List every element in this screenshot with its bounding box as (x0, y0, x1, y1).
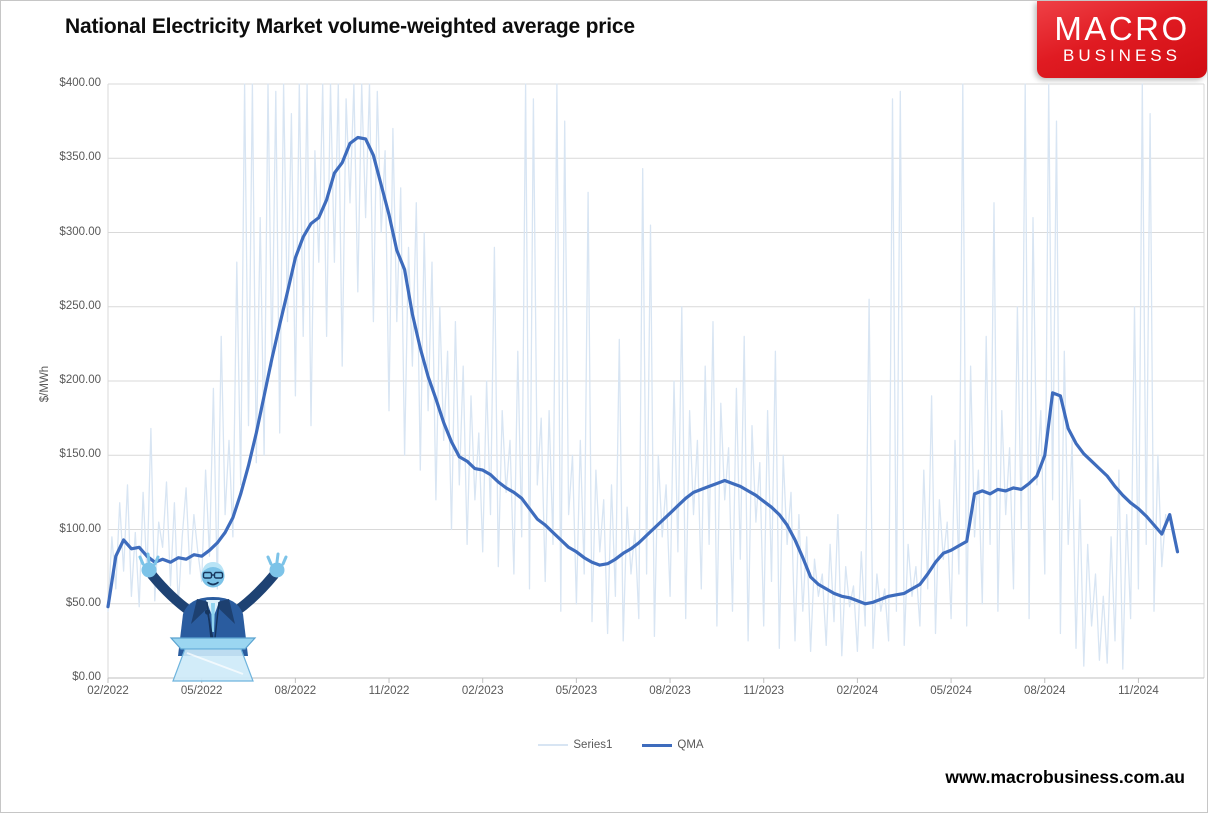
speaker-right-arm (230, 570, 279, 617)
y-tick-label: $300.00 (59, 225, 101, 238)
x-tick-label: 05/2024 (930, 685, 972, 697)
x-tick-label: 02/2022 (87, 685, 129, 697)
macrobusiness-logo: MACRO BUSINESS (1037, 1, 1207, 78)
legend: Series1 QMA (1, 739, 1207, 751)
legend-label-qma: QMA (677, 739, 704, 751)
x-tick-label: 11/2022 (368, 685, 410, 697)
website-url: www.macrobusiness.com.au (945, 767, 1185, 787)
y-tick-label: $100.00 (59, 522, 101, 535)
x-tick-label: 11/2023 (743, 685, 785, 697)
x-tick-label: 08/2023 (649, 685, 691, 697)
lectern-body (172, 648, 254, 682)
speaker-image (138, 552, 288, 682)
series-qma (106, 135, 1180, 609)
speaker-left-fingers (138, 552, 160, 566)
speaker-head (201, 564, 225, 588)
x-tick-label: 11/2024 (1118, 685, 1159, 697)
y-tick-label: $400.00 (59, 77, 101, 89)
y-tick-label: $200.00 (59, 374, 101, 386)
chart-title: National Electricity Market volume-weigh… (65, 15, 635, 38)
speaker-left-arm (147, 570, 196, 617)
x-tick-label: 08/2022 (274, 685, 317, 697)
speaker-tie (211, 603, 215, 632)
legend-item-series1: Series1 (538, 739, 612, 751)
y-tick-label: $150.00 (59, 448, 101, 461)
y-tick-label: $50.00 (65, 596, 101, 609)
lectern-top (169, 637, 257, 650)
speaker-right-hand (269, 562, 285, 578)
x-tick-label: 05/2022 (180, 685, 223, 697)
y-tick-label: $0.00 (72, 671, 101, 683)
legend-label-series1: Series1 (573, 739, 613, 751)
legend-swatch-series1 (538, 744, 569, 746)
speaker-right-fingers (266, 552, 288, 566)
x-tick-label: 05/2023 (555, 685, 598, 697)
y-tick-label: $350.00 (59, 151, 101, 164)
speaker-smile (207, 581, 219, 586)
speaker-left-hand (141, 562, 157, 578)
legend-swatch-qma (642, 743, 673, 747)
series-series1 (107, 83, 1167, 670)
x-tick-label: 08/2024 (1023, 685, 1066, 697)
microphone-stand (207, 613, 214, 641)
x-tick-label: 02/2023 (461, 685, 504, 697)
lectern-highlight (186, 652, 244, 675)
y-tick-label: $250.00 (59, 299, 101, 312)
legend-item-qma: QMA (642, 739, 704, 751)
logo-business-text: BUSINESS (1063, 46, 1181, 65)
x-tick-label: 02/2024 (836, 685, 879, 697)
microphone-icon (204, 609, 211, 615)
logo-macro-text: MACRO (1054, 10, 1190, 47)
speaker-hair (201, 562, 225, 573)
